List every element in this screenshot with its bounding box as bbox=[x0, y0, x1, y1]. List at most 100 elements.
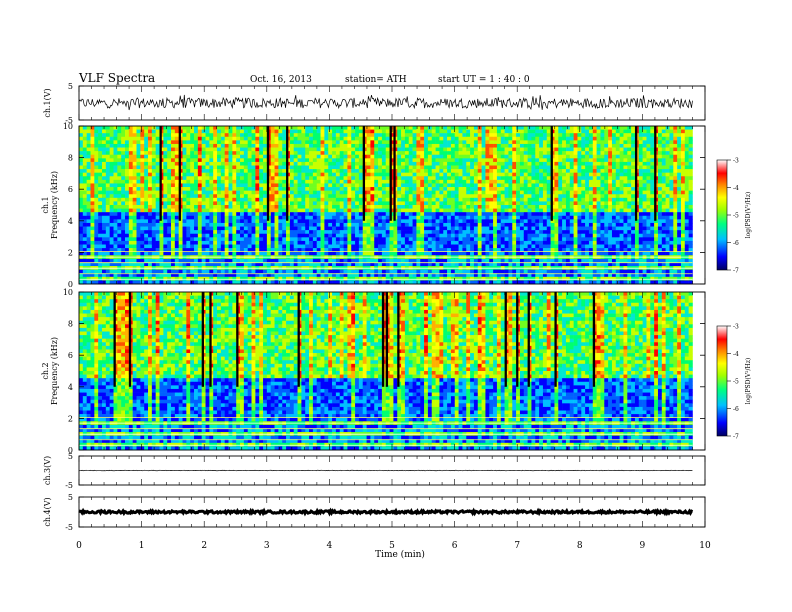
spectrogram-cell bbox=[381, 183, 387, 188]
spectrogram-cell bbox=[289, 212, 295, 217]
spectrogram-cell bbox=[113, 222, 118, 227]
spectrogram-cell bbox=[381, 197, 387, 202]
spectrogram-cell bbox=[374, 248, 379, 252]
spectrogram-cell bbox=[209, 262, 214, 267]
spectrogram-cell bbox=[90, 129, 95, 134]
spectrogram-cell bbox=[232, 240, 237, 245]
spectrogram-cell bbox=[408, 126, 413, 130]
spectrogram-cell bbox=[125, 226, 130, 231]
spectrogram-cell bbox=[243, 172, 248, 177]
spectrogram-cell bbox=[201, 194, 206, 199]
spectrogram-cell bbox=[186, 248, 191, 252]
spectrogram-cell bbox=[358, 172, 364, 177]
spectrogram-cell bbox=[366, 169, 371, 173]
spectrogram-cell bbox=[496, 219, 502, 224]
spectrogram-cell bbox=[121, 165, 126, 170]
spectrogram-cell bbox=[105, 212, 110, 217]
spectrogram-cell bbox=[305, 240, 310, 245]
spectrogram-cell bbox=[293, 143, 298, 148]
spectrogram-cell bbox=[328, 233, 333, 238]
spectrogram-cell bbox=[473, 276, 479, 281]
spectrogram-cell bbox=[194, 190, 199, 195]
spectrogram-cell bbox=[351, 240, 356, 245]
spectrogram-cell bbox=[102, 151, 107, 156]
spectrogram-cell bbox=[109, 276, 114, 281]
spectrogram-cell bbox=[466, 172, 471, 177]
spectrogram-cell bbox=[412, 183, 417, 188]
spectrogram-cell bbox=[282, 161, 287, 166]
spectrogram-cell bbox=[443, 273, 448, 278]
spectrogram-cell bbox=[182, 140, 187, 145]
spectrogram-cell bbox=[309, 126, 314, 130]
spectrogram-cell bbox=[466, 233, 471, 238]
spectrogram-cell bbox=[263, 262, 268, 267]
spectrogram-cell bbox=[163, 126, 168, 130]
spectrogram-cell bbox=[355, 197, 360, 202]
spectrogram-cell bbox=[439, 244, 444, 249]
spectrogram-cell bbox=[263, 169, 268, 173]
spectrogram-cell bbox=[82, 212, 87, 217]
spectrogram-cell bbox=[416, 161, 421, 166]
spectrogram-cell bbox=[316, 126, 321, 130]
spectrogram-cell bbox=[232, 273, 237, 278]
spectrogram-cell bbox=[194, 179, 199, 184]
spectrogram-cell bbox=[320, 262, 325, 267]
spectrogram-cell bbox=[366, 248, 371, 252]
spectrogram-cell bbox=[408, 172, 413, 177]
spectrogram-cell bbox=[366, 237, 371, 242]
spectrogram-cell bbox=[381, 215, 387, 220]
spectrogram-cell bbox=[335, 140, 341, 145]
spectrogram-cell bbox=[393, 280, 398, 285]
spectrogram-cell bbox=[117, 269, 122, 274]
spectrogram-cell bbox=[301, 240, 306, 245]
spectrogram-cell bbox=[209, 165, 214, 170]
spectrogram-cell bbox=[186, 273, 191, 278]
spectrogram-cell bbox=[220, 158, 225, 163]
spectrogram-cell bbox=[190, 269, 195, 274]
spectrogram-cell bbox=[297, 208, 302, 213]
spectrogram-cell bbox=[117, 140, 122, 145]
spectrogram-cell bbox=[496, 276, 502, 281]
spectrogram-cell bbox=[117, 133, 122, 138]
spectrogram-cell bbox=[278, 219, 283, 224]
spectrogram-cell bbox=[351, 222, 356, 227]
spectrogram-cell bbox=[305, 233, 310, 238]
spectrogram-cell bbox=[263, 280, 268, 285]
spectrogram-cell bbox=[450, 187, 456, 191]
spectrogram-cell bbox=[297, 187, 302, 191]
spectrogram-cell bbox=[289, 187, 295, 191]
spectrogram-cell bbox=[489, 133, 494, 138]
spectrogram-cell bbox=[312, 140, 318, 145]
spectrogram-cell bbox=[420, 230, 425, 235]
spectrogram-cell bbox=[485, 126, 490, 130]
spectrogram-cell bbox=[144, 147, 149, 152]
spectrogram-cell bbox=[224, 154, 229, 159]
spectrogram-cell bbox=[247, 154, 252, 159]
spectrogram-cell bbox=[466, 151, 471, 156]
spectrogram-cell bbox=[408, 233, 413, 238]
spectrogram-cell bbox=[443, 183, 448, 188]
spectrogram-cell bbox=[82, 140, 87, 145]
spectrogram-cell bbox=[320, 151, 325, 156]
spectrogram-cell bbox=[439, 140, 444, 145]
spectrogram-cell bbox=[316, 165, 321, 170]
spectrogram-cell bbox=[178, 280, 183, 285]
spectrogram-cell bbox=[301, 190, 306, 195]
spectrogram-cell bbox=[328, 201, 333, 206]
spectrogram-cell bbox=[86, 187, 91, 191]
spectrogram-cell bbox=[132, 183, 137, 188]
spectrogram-cell bbox=[263, 258, 268, 263]
spectrogram-cell bbox=[113, 190, 118, 195]
spectrogram-cell bbox=[339, 136, 344, 141]
spectrogram-cell bbox=[320, 190, 325, 195]
spectrogram-cell bbox=[243, 140, 248, 145]
spectrogram-cell bbox=[102, 219, 107, 224]
spectrogram-cell bbox=[289, 143, 295, 148]
spectrogram-cell bbox=[393, 251, 398, 256]
spectrogram-cell bbox=[332, 233, 337, 238]
spectrogram-cell bbox=[293, 126, 298, 130]
spectrogram-cell bbox=[209, 151, 214, 156]
spectrogram-cell bbox=[220, 143, 225, 148]
spectrogram-cell bbox=[477, 136, 482, 141]
spectrogram-cell bbox=[312, 276, 318, 281]
